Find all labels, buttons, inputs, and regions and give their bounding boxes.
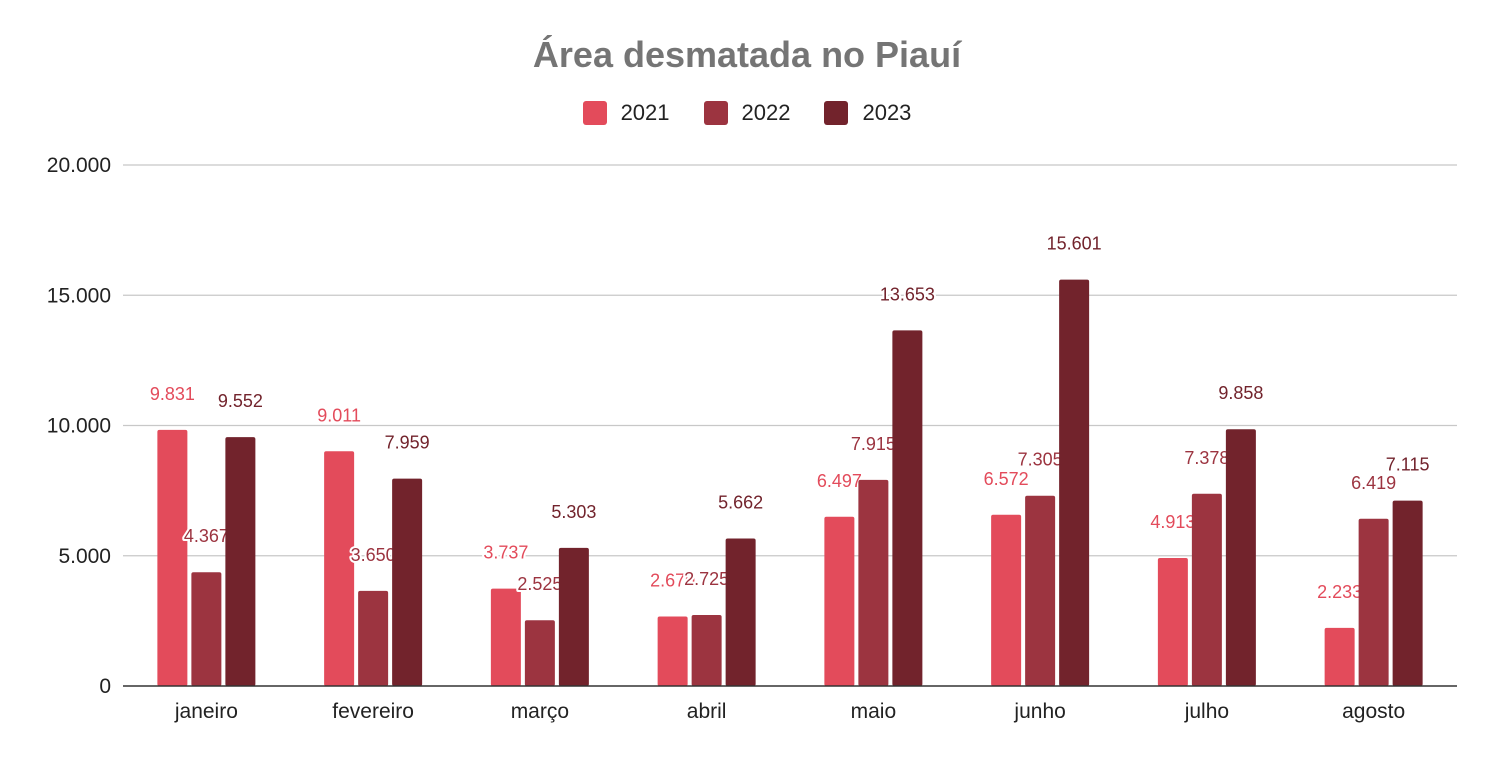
data-label-2023: 9.858: [1218, 383, 1263, 403]
legend-item-2021: 2021: [582, 100, 670, 126]
data-label-2023: 15.601: [1047, 234, 1102, 254]
x-tick-label: fevereiro: [332, 700, 414, 723]
data-label-2022: 7.378: [1184, 448, 1229, 468]
bar-2023: [892, 330, 923, 686]
y-tick-label: 10.000: [47, 415, 111, 438]
x-tick-label: abril: [687, 700, 727, 723]
x-tick-label: junho: [1013, 700, 1065, 723]
bar-2023: [225, 437, 256, 686]
data-label-2021: 6.572: [984, 469, 1029, 489]
bar-2022: [858, 479, 889, 686]
y-tick-label: 15.000: [47, 284, 111, 307]
bar-2022: [691, 615, 722, 686]
legend-label-2022: 2022: [741, 100, 791, 125]
bar-2023: [1225, 429, 1256, 686]
y-tick-label: 5.000: [58, 545, 111, 568]
data-label-2021: 3.737: [483, 543, 528, 563]
bar-2021: [1324, 627, 1355, 686]
legend-item-2023: 2023: [824, 100, 911, 126]
bar-2023: [1059, 279, 1090, 686]
y-tick-label: 0: [99, 675, 111, 698]
bar-2023: [1392, 500, 1423, 686]
bar-2021: [324, 451, 355, 686]
bar-2023: [558, 547, 589, 686]
data-label-2021: 2.670: [650, 570, 695, 590]
x-tick-label: março: [511, 700, 569, 723]
x-tick-label: maio: [851, 700, 897, 723]
bar-2022: [358, 590, 389, 686]
x-tick-label: janeiro: [174, 700, 238, 723]
bar-2021: [157, 429, 188, 686]
x-tick-label: agosto: [1342, 700, 1405, 723]
data-label-2023: 7.959: [385, 433, 430, 453]
bar-2022: [1358, 518, 1389, 686]
bar-2021: [657, 616, 688, 686]
legend-label-2023: 2023: [862, 100, 912, 125]
data-label-2022: 3.650: [351, 545, 396, 565]
bar-2021: [991, 514, 1022, 686]
bar-2021: [824, 516, 855, 686]
legend: 2021 2022 2023: [0, 100, 1494, 126]
bar-2022: [1025, 495, 1056, 686]
y-tick-label: 20.000: [47, 154, 111, 177]
legend-swatch-2021: [582, 101, 607, 125]
data-label-2023: 7.115: [1386, 455, 1430, 475]
legend-swatch-2023: [824, 101, 849, 125]
data-label-2023: 5.662: [718, 493, 763, 513]
bar-2023: [725, 538, 756, 686]
bar-2023: [392, 478, 423, 686]
chart-title: Área desmatada no Piauí: [532, 34, 962, 75]
data-label-2021: 2.233: [1317, 582, 1362, 602]
bar-2021: [490, 588, 521, 686]
data-label-2022: 2.525: [517, 574, 562, 594]
data-label-2022: 6.419: [1351, 473, 1396, 493]
data-label-2021: 4.913: [1150, 512, 1195, 532]
data-label-2022: 2.725: [684, 569, 729, 589]
bar-2022: [1191, 493, 1222, 686]
data-label-2021: 9.011: [317, 405, 361, 425]
data-label-2022: 7.915: [851, 434, 896, 454]
legend-label-2021: 2021: [620, 100, 670, 125]
x-tick-label: julho: [1184, 700, 1229, 723]
data-label-2023: 13.653: [880, 284, 935, 304]
data-label-2022: 4.367: [184, 526, 229, 546]
bar-2022: [191, 572, 222, 686]
data-label-2023: 9.552: [218, 391, 263, 411]
legend-item-2022: 2022: [703, 100, 791, 126]
data-label-2021: 6.497: [817, 471, 862, 491]
data-label-2021: 9.831: [150, 384, 195, 404]
data-label-2023: 5.303: [551, 502, 596, 522]
data-label-2022: 7.305: [1018, 450, 1063, 470]
bar-2021: [1157, 558, 1188, 686]
bar-2022: [524, 620, 555, 686]
legend-swatch-2022: [703, 101, 728, 125]
